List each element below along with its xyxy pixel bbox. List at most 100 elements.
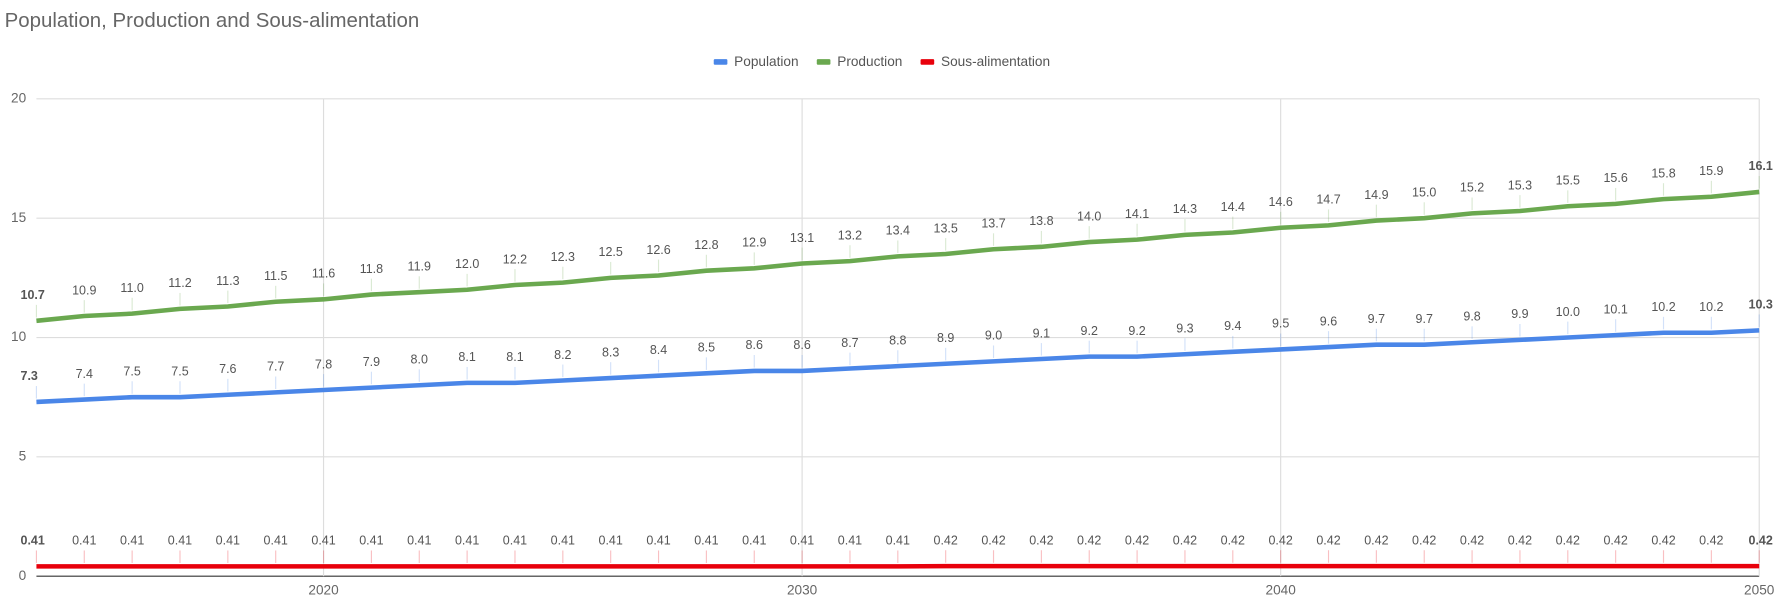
data-label: 12.8: [694, 238, 718, 252]
data-label: 0.42: [1651, 533, 1675, 547]
legend-swatch: [816, 59, 831, 65]
data-label: 0.42: [1125, 533, 1149, 547]
data-label: 0.42: [1749, 533, 1773, 547]
data-label: 10.0: [1556, 305, 1580, 319]
data-label: 12.9: [742, 236, 766, 250]
data-label: 0.42: [1699, 533, 1723, 547]
data-label: 0.42: [1508, 533, 1532, 547]
legend-swatch: [713, 59, 728, 65]
series-line: [36, 189, 1760, 324]
data-label: 8.5: [698, 341, 715, 355]
data-label: 0.41: [120, 534, 144, 548]
data-label: 9.9: [1511, 307, 1528, 321]
data-label: 7.5: [123, 364, 140, 378]
data-label: 14.9: [1364, 188, 1388, 202]
data-label: 8.7: [841, 336, 858, 350]
data-label: 10.9: [72, 283, 96, 297]
data-label: 13.8: [1029, 214, 1053, 228]
data-label: 8.4: [650, 343, 667, 357]
data-label: 7.3: [21, 369, 38, 383]
data-label: 0.42: [1364, 533, 1388, 547]
data-label: 8.1: [506, 350, 523, 364]
data-label: 0.41: [742, 534, 766, 548]
data-label: 0.42: [1412, 533, 1436, 547]
chart-title: Population, Production and Sous-alimenta…: [5, 9, 420, 32]
data-label: 12.3: [551, 250, 575, 264]
data-label: 13.4: [886, 224, 910, 238]
data-label: 14.7: [1316, 193, 1340, 207]
data-label: 0.41: [72, 534, 96, 548]
data-label: 10.2: [1651, 300, 1675, 314]
data-label: 8.6: [793, 338, 810, 352]
data-label: 8.1: [458, 350, 475, 364]
y-tick-label: 5: [19, 448, 27, 463]
data-label: 15.8: [1651, 166, 1675, 180]
data-label: 12.6: [646, 243, 670, 257]
data-label: 0.42: [1268, 533, 1292, 547]
legend-swatch: [920, 59, 935, 65]
x-tick-label: 2030: [787, 583, 818, 598]
data-label: 13.5: [934, 221, 958, 235]
data-label: 9.6: [1320, 314, 1337, 328]
data-label: 16.1: [1749, 159, 1773, 173]
data-label: 7.4: [76, 367, 93, 381]
x-tick-label: 2050: [1744, 583, 1775, 598]
data-label: 11.9: [408, 259, 431, 273]
data-label: 0.41: [359, 534, 383, 548]
data-label: 8.9: [937, 331, 954, 345]
y-tick-label: 15: [11, 210, 26, 225]
data-label: 12.0: [455, 257, 479, 271]
data-label: 10.1: [1603, 302, 1627, 316]
data-label: 0.42: [981, 533, 1005, 547]
data-label: 11.2: [168, 276, 191, 290]
y-tick-label: 0: [19, 568, 27, 583]
data-label: 14.4: [1221, 200, 1245, 214]
legend-label: Population: [734, 54, 798, 69]
data-label: 9.5: [1272, 317, 1289, 331]
data-label: 9.8: [1463, 310, 1480, 324]
data-label: 8.2: [554, 348, 571, 362]
y-tick-label: 10: [11, 329, 27, 344]
data-label: 9.7: [1368, 312, 1385, 326]
data-label: 10.3: [1749, 298, 1773, 312]
data-label: 0.41: [694, 534, 718, 548]
data-label: 0.42: [1221, 533, 1245, 547]
data-label: 8.3: [602, 345, 619, 359]
data-label: 13.1: [790, 231, 814, 245]
data-label: 14.3: [1173, 202, 1197, 216]
data-label: 8.6: [746, 338, 763, 352]
data-label: 0.41: [455, 534, 479, 548]
data-label: 0.41: [407, 534, 431, 548]
y-tick-label: 20: [11, 90, 27, 105]
data-label: 9.0: [985, 329, 1002, 343]
data-label: 7.7: [267, 360, 284, 374]
data-label: 0.42: [1173, 533, 1197, 547]
data-label: 7.6: [219, 362, 236, 376]
data-label: 0.41: [551, 534, 575, 548]
legend-label: Production: [837, 54, 902, 69]
x-tick-label: 2040: [1266, 583, 1297, 598]
legend-label: Sous-alimentation: [941, 54, 1050, 69]
data-label: 0.41: [838, 534, 862, 548]
data-label: 11.3: [216, 274, 239, 288]
data-label: 15.6: [1603, 171, 1627, 185]
data-label: 13.2: [838, 228, 862, 242]
data-label: 15.2: [1460, 181, 1484, 195]
data-label: 10.2: [1699, 300, 1723, 314]
data-label: 9.2: [1081, 324, 1098, 338]
data-label: 13.7: [981, 217, 1005, 231]
data-label: 12.5: [599, 245, 623, 259]
data-label: 15.5: [1556, 174, 1580, 188]
data-label: 9.4: [1224, 319, 1241, 333]
series-line: [36, 328, 1760, 405]
data-label: 0.42: [1603, 533, 1627, 547]
data-label: 9.3: [1176, 322, 1193, 336]
data-label: 11.0: [120, 281, 143, 295]
data-label: 9.1: [1033, 326, 1050, 340]
data-label: 15.0: [1412, 185, 1436, 199]
data-label: 8.8: [889, 333, 906, 347]
data-label: 10.7: [21, 288, 45, 302]
data-label: 0.41: [21, 534, 45, 548]
data-label: 0.41: [264, 534, 288, 548]
